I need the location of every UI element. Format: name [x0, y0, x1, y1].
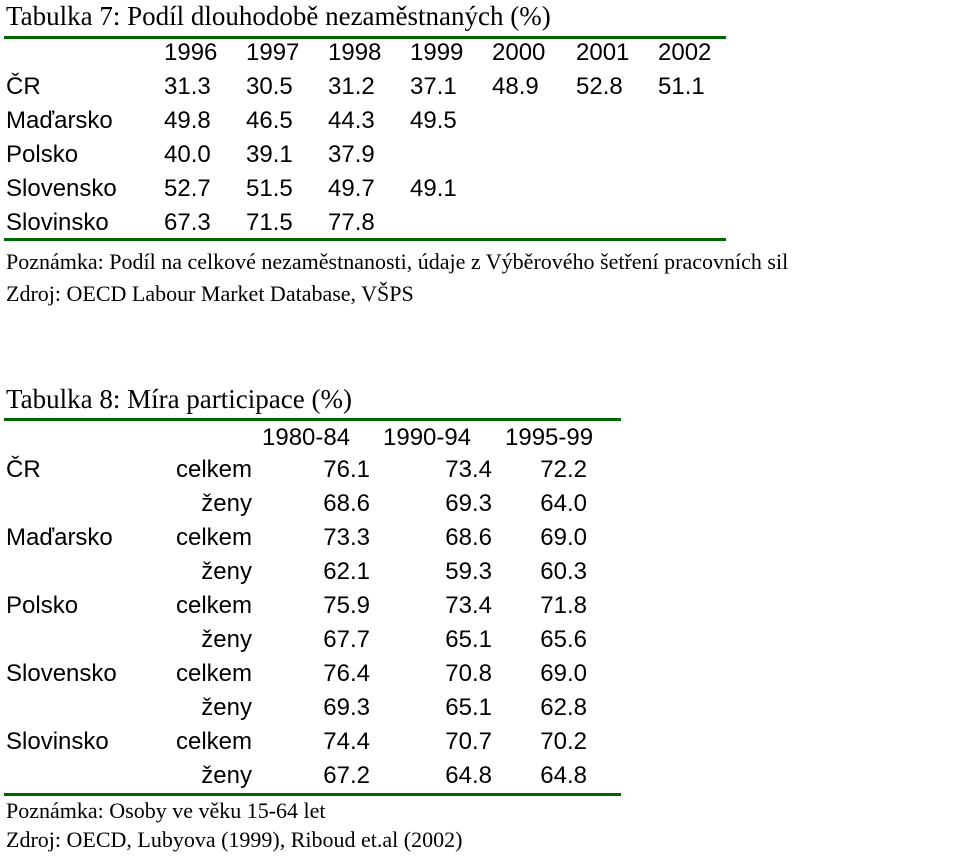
table8-cell: 68.6	[323, 490, 370, 517]
table7-cell: 52.7	[164, 175, 211, 202]
table7-cell: 39.1	[246, 141, 293, 168]
table8-cell: 64.8	[445, 762, 492, 789]
table7-cell: 49.5	[410, 107, 457, 134]
table7-title: Tabulka 7: Podíl dlouhodobě nezaměstnaný…	[6, 1, 551, 31]
table7-cell: 52.8	[576, 73, 623, 100]
table7-country-label: Polsko	[6, 141, 79, 168]
table8-bottom-rule	[4, 793, 621, 796]
table8-cell: 76.4	[323, 660, 370, 687]
table8-country-label: Slovensko	[6, 660, 117, 687]
table7-country-label: Slovinsko	[6, 209, 109, 236]
table8-period-header: 1990-94	[383, 424, 472, 451]
table8-period-header: 1995-99	[505, 424, 594, 451]
table8-cell: 65.1	[445, 694, 492, 721]
table8-group-label: celkem	[175, 456, 252, 483]
table8-cell: 70.7	[445, 728, 492, 755]
table7-note: Poznámka: Podíl na celkové nezaměstnanos…	[6, 249, 789, 274]
table8-group-label: ženy	[201, 490, 252, 517]
table8-cell: 59.3	[445, 558, 492, 585]
table7-year-header: 2002	[658, 39, 712, 66]
table8-cell: 62.1	[323, 558, 370, 585]
table7-country-label: ČR	[6, 73, 41, 100]
table8-cell: 68.6	[445, 524, 492, 551]
table7-source: Zdroj: OECD Labour Market Database, VŠPS	[6, 281, 414, 306]
table7-year-header: 1997	[246, 39, 300, 66]
table8-note: Poznámka: Osoby ve věku 15-64 let	[6, 798, 326, 823]
table7-cell: 48.9	[492, 73, 539, 100]
table8-cell: 64.0	[540, 490, 587, 517]
table7-year-header: 2000	[492, 39, 546, 66]
table8-cell: 67.7	[323, 626, 370, 653]
table7-cell: 31.2	[328, 73, 375, 100]
table8-cell: 70.2	[540, 728, 587, 755]
table7-country-label: Slovensko	[6, 175, 117, 202]
table8-cell: 69.0	[540, 524, 587, 551]
table8-group-label: celkem	[175, 660, 252, 687]
table7-cell: 49.8	[164, 107, 211, 134]
table8-cell: 73.3	[323, 524, 370, 551]
table8-cell: 75.9	[323, 592, 370, 619]
table8-group-label: ženy	[201, 762, 252, 789]
table7-year-header: 1998	[328, 39, 382, 66]
table7-cell: 77.8	[328, 209, 375, 236]
table8-cell: 69.3	[323, 694, 370, 721]
table7-cell: 49.1	[410, 175, 457, 202]
table8-cell: 67.2	[323, 762, 370, 789]
table8-cell: 70.8	[445, 660, 492, 687]
table8-country-label: ČR	[6, 456, 41, 483]
table8-cell: 76.1	[323, 456, 370, 483]
table7-cell: 31.3	[164, 73, 211, 100]
table7-cell: 67.3	[164, 209, 211, 236]
table8-cell: 74.4	[323, 728, 370, 755]
table8-group-label: ženy	[201, 694, 252, 721]
table8-cell: 62.8	[540, 694, 587, 721]
table7-top-rule	[4, 36, 726, 39]
table8-cell: 64.8	[540, 762, 587, 789]
table8-period-header: 1980-84	[262, 424, 351, 451]
table8-cell: 65.1	[445, 626, 492, 653]
table7-cell: 30.5	[246, 73, 293, 100]
table7-cell: 51.1	[658, 73, 705, 100]
table7-cell: 51.5	[246, 175, 293, 202]
table7-year-header: 1999	[410, 39, 464, 66]
table8-country-label: Polsko	[6, 592, 79, 619]
table8-cell: 73.4	[445, 592, 492, 619]
table7-cell: 37.1	[410, 73, 457, 100]
table8-cell: 60.3	[540, 558, 587, 585]
table8-cell: 73.4	[445, 456, 492, 483]
table8-group-label: celkem	[175, 524, 252, 551]
table7-cell: 37.9	[328, 141, 375, 168]
table7-cell: 40.0	[164, 141, 211, 168]
table8-cell: 69.3	[445, 490, 492, 517]
table8-group-label: ženy	[201, 626, 252, 653]
table8-country-label: Slovinsko	[6, 728, 109, 755]
table8-country-label: Maďarsko	[6, 524, 113, 551]
table8-group-label: ženy	[201, 558, 252, 585]
table7-cell: 44.3	[328, 107, 375, 134]
table8-cell: 69.0	[540, 660, 587, 687]
table7-country-label: Maďarsko	[6, 107, 113, 134]
table8-cell: 72.2	[540, 456, 587, 483]
table7-cell: 71.5	[246, 209, 293, 236]
table8-title: Tabulka 8: Míra participace (%)	[6, 384, 352, 414]
table7-year-header: 1996	[164, 39, 218, 66]
table7-cell: 46.5	[246, 107, 293, 134]
table8-group-label: celkem	[175, 728, 252, 755]
table8-group-label: celkem	[175, 592, 252, 619]
table7-bottom-rule	[4, 238, 726, 241]
table8-top-rule	[4, 418, 621, 421]
table7-cell: 49.7	[328, 175, 375, 202]
table8-cell: 65.6	[540, 626, 587, 653]
table8-cell: 71.8	[540, 592, 587, 619]
table7-year-header: 2001	[576, 39, 630, 66]
table8-source: Zdroj: OECD, Lubyova (1999), Riboud et.a…	[6, 827, 463, 852]
